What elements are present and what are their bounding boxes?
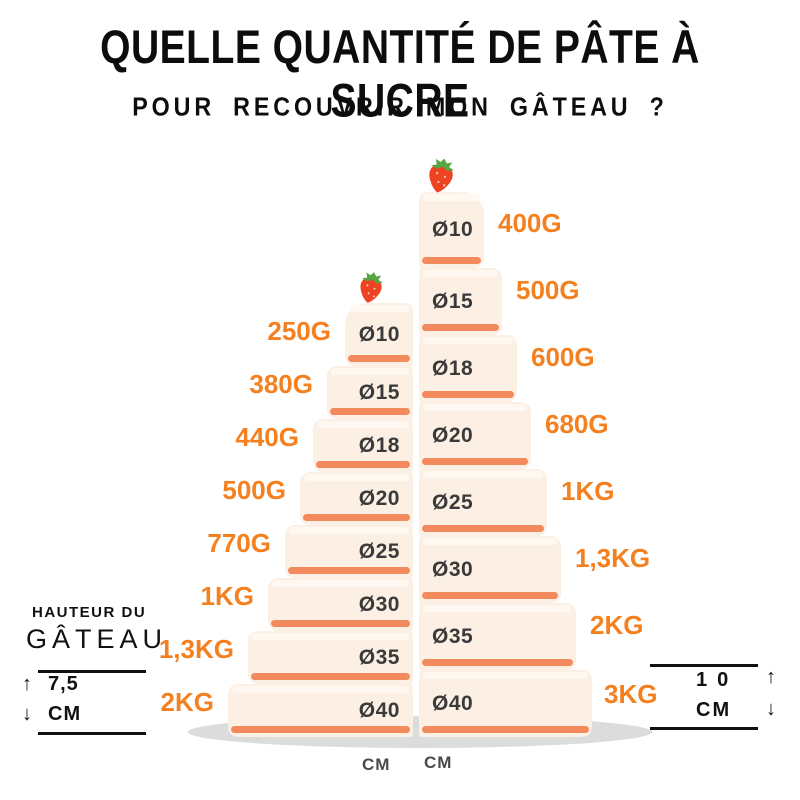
cake-tier: Ø15 xyxy=(327,366,413,419)
cake-tier: Ø35 xyxy=(419,603,576,670)
tier-diameter-label: Ø25 xyxy=(358,539,400,563)
tier-diameter-label: Ø20 xyxy=(358,486,400,510)
height-value: 10 xyxy=(696,669,739,691)
tier-diameter-label: Ø20 xyxy=(432,423,474,447)
tier-weight-label: 400G xyxy=(498,208,562,238)
cake-height-label-small: HAUTEUR DU xyxy=(32,604,147,621)
tier-diameter-label: Ø10 xyxy=(358,322,400,346)
cake-tier: Ø35 xyxy=(248,631,413,684)
tier-weight-label: 250G xyxy=(267,316,331,346)
tier-weight-label: 380G xyxy=(249,369,313,399)
axis-unit-right: CM xyxy=(424,753,453,772)
tier-weight-label: 600G xyxy=(531,342,595,372)
strawberry-icon xyxy=(352,268,390,311)
tier-weight-label: 2KG xyxy=(590,610,644,640)
tier-diameter-label: Ø15 xyxy=(432,289,474,313)
cake-tier: Ø15 xyxy=(419,268,502,335)
height-measure-left: ↑ 7,5 ↓ CM xyxy=(22,662,152,742)
cake-tier: Ø25 xyxy=(419,469,547,536)
measure-line xyxy=(38,732,146,735)
height-value: 7,5 xyxy=(48,673,79,695)
cake-tier: Ø18 xyxy=(419,335,517,402)
cake-tier: Ø30 xyxy=(419,536,561,603)
height-unit: CM xyxy=(48,703,82,725)
cake-tier: Ø25 xyxy=(285,525,413,578)
tier-diameter-label: Ø10 xyxy=(432,218,474,241)
cake-tier: Ø40 xyxy=(228,684,413,737)
cake-tier: Ø20 xyxy=(419,402,531,469)
tier-weight-label: 1KG xyxy=(200,581,254,611)
cake-tier: Ø10 xyxy=(345,303,413,366)
tier-diameter-label: Ø40 xyxy=(432,691,474,715)
tier-weight-label: 1KG xyxy=(561,476,615,506)
tier-diameter-label: Ø15 xyxy=(358,380,400,404)
tier-weight-label: 1,3KG xyxy=(158,634,234,664)
tier-diameter-label: Ø30 xyxy=(432,557,474,581)
page-title: QUELLE QUANTITÉ DE PÂTE À SUCRE xyxy=(100,20,700,127)
tier-diameter-label: Ø18 xyxy=(432,356,474,380)
cake-height-label-big: GÂTEAU xyxy=(26,624,168,654)
height-measure-right: 10 ↑ CM ↓ xyxy=(650,656,784,738)
tier-diameter-label: Ø35 xyxy=(358,645,400,669)
cake-tier: Ø10 xyxy=(419,192,484,268)
tier-weight-label: 500G xyxy=(222,475,286,505)
axis-unit-left: CM xyxy=(362,755,391,774)
arrow-down-icon: ↓ xyxy=(22,703,32,725)
strawberry-icon xyxy=(420,154,462,201)
tier-weight-label: 680G xyxy=(545,409,609,439)
arrow-up-icon: ↑ xyxy=(22,673,32,695)
tier-diameter-label: Ø35 xyxy=(432,624,474,648)
measure-line xyxy=(650,727,758,730)
cake-tier: Ø30 xyxy=(268,578,413,631)
tier-weight-label: 770G xyxy=(207,528,271,558)
measure-line xyxy=(38,670,146,673)
arrow-up-icon: ↑ xyxy=(766,666,776,688)
cake-tier: Ø18 xyxy=(313,419,413,472)
tier-diameter-label: Ø18 xyxy=(358,433,400,457)
tier-weight-label: 3KG xyxy=(604,679,658,709)
tier-weight-label: 500G xyxy=(516,275,580,305)
tier-weight-label: 1,3KG xyxy=(575,543,651,573)
cake-tier: Ø40 xyxy=(419,670,592,737)
measure-line xyxy=(650,664,758,667)
tier-weight-label: 440G xyxy=(235,422,299,452)
tier-diameter-label: Ø30 xyxy=(358,592,400,616)
arrow-down-icon: ↓ xyxy=(766,698,776,720)
cake-tier: Ø20 xyxy=(300,472,413,525)
tier-weight-label: 2KG xyxy=(160,687,214,717)
tier-diameter-label: Ø40 xyxy=(358,698,400,722)
page-subtitle: POUR RECOUVRIR MON GÂTEAU ? xyxy=(132,92,668,123)
tier-diameter-label: Ø25 xyxy=(432,490,474,514)
height-unit: CM xyxy=(696,699,732,721)
